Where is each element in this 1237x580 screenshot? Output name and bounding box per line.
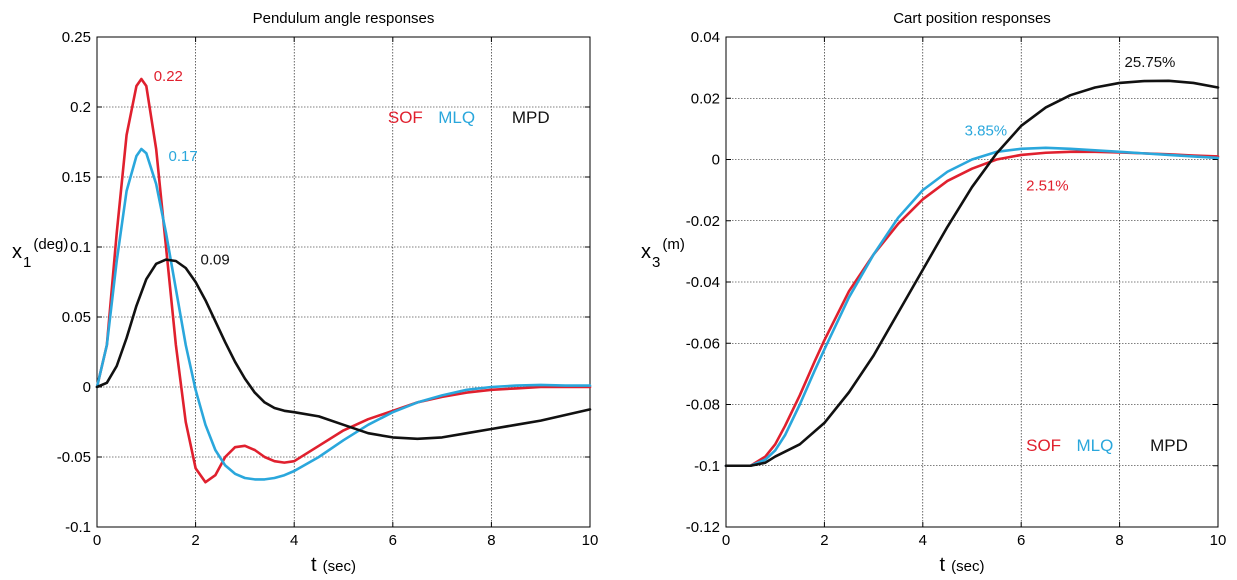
legend-entry-mlq: MLQ — [438, 108, 475, 127]
x-axis-label: t (sec) — [940, 554, 985, 576]
y-tick-label: -0.12 — [686, 519, 720, 536]
legend-entry-mlq: MLQ — [1077, 436, 1114, 455]
series-line-mpd — [95, 258, 592, 441]
legend-entry-mpd: MPD — [512, 108, 550, 127]
y-tick-label: -0.1 — [65, 519, 91, 536]
y-tick-label: 0.02 — [691, 90, 720, 107]
y-tick-label: -0.1 — [694, 458, 720, 475]
x-tick-label: 6 — [389, 532, 397, 549]
x-tick-label: 10 — [1210, 532, 1227, 549]
y-tick-label: 0.25 — [62, 29, 91, 46]
x-tick-label: 4 — [290, 532, 298, 549]
legend-entry-sof: SOF — [1026, 436, 1061, 455]
y-tick-label: -0.04 — [686, 274, 720, 291]
y-tick-label: 0 — [83, 379, 91, 396]
chart-panel-2: Cart position responses 0 2 4 6 8 10 -0.12 -0.1 -… — [641, 10, 1226, 576]
x-tick-label: 0 — [722, 532, 730, 549]
data-label-mpd: 25.75% — [1125, 54, 1176, 71]
y-tick-label: -0.08 — [686, 397, 720, 414]
y-tick-label: 0.05 — [62, 309, 91, 326]
y-tick-label: 0 — [712, 152, 720, 169]
x-tick-label: 10 — [582, 532, 599, 549]
x-tick-label: 0 — [93, 532, 101, 549]
data-label-sof: 0.22 — [154, 68, 183, 85]
x-tick-label: 4 — [919, 532, 927, 549]
series-line-mlq — [95, 147, 592, 481]
data-label-sof: 2.51% — [1026, 178, 1069, 195]
y-axis-label: x1(deg) — [12, 236, 68, 271]
x-axis-label: t (sec) — [311, 554, 356, 576]
series-line-mlq — [724, 146, 1220, 468]
x-tick-label: 8 — [1115, 532, 1123, 549]
legend-entry-sof: SOF — [388, 108, 423, 127]
x-tick-label: 6 — [1017, 532, 1025, 549]
plot-frame — [96, 36, 591, 528]
y-tick-label: 0.1 — [70, 239, 91, 256]
series-line-sof — [95, 77, 592, 484]
x-tick-label: 8 — [487, 532, 495, 549]
y-tick-label: 0.04 — [691, 29, 720, 46]
data-label-mlq: 0.17 — [168, 148, 197, 165]
legend-entry-mpd: MPD — [1150, 436, 1188, 455]
x-tick-label: 2 — [191, 532, 199, 549]
y-tick-label: -0.06 — [686, 335, 720, 352]
data-label-mpd: 0.09 — [201, 252, 230, 269]
x-tick-label: 2 — [820, 532, 828, 549]
y-axis-label: x3(m) — [641, 236, 685, 271]
data-label-mlq: 3.85% — [965, 122, 1008, 139]
chart-title: Pendulum angle responses — [253, 10, 435, 27]
y-tick-label: 0.2 — [70, 99, 91, 116]
series-line-sof — [724, 150, 1220, 468]
chart-panel-1: Pendulum angle responses 0 2 4 6 8 10 -0.1 -0.05… — [12, 10, 598, 576]
y-tick-label: -0.02 — [686, 213, 720, 230]
y-tick-label: 0.15 — [62, 169, 91, 186]
y-tick-label: -0.05 — [57, 449, 91, 466]
series-line-mpd — [724, 79, 1220, 468]
chart-title: Cart position responses — [893, 10, 1051, 27]
